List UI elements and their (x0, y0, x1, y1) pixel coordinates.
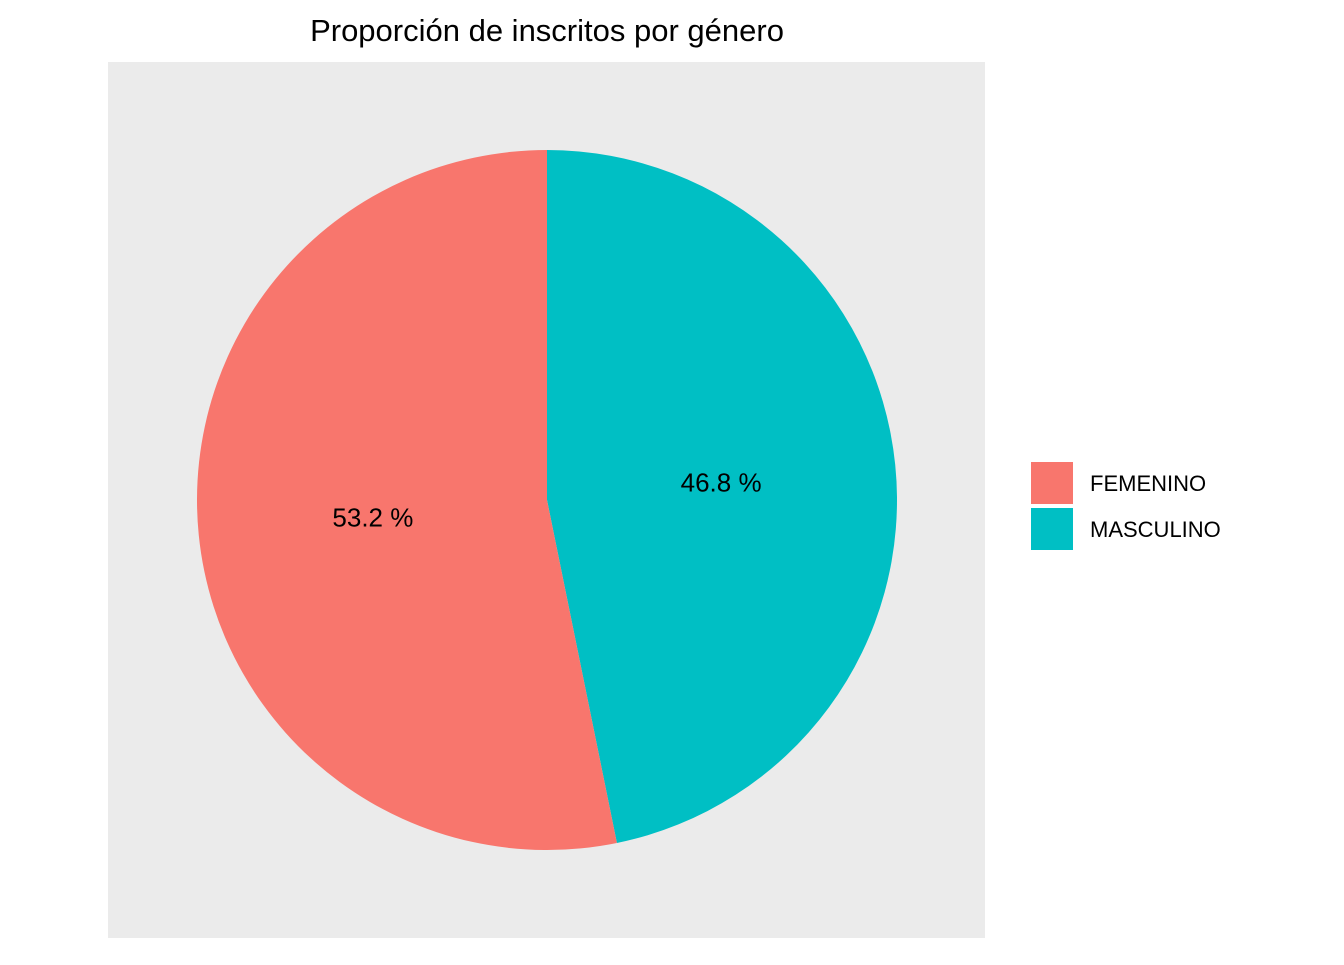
legend-item-masculino: MASCULINO (1031, 508, 1221, 550)
slice-label-masculino: 46.8 % (681, 467, 762, 497)
chart-title: Proporción de inscritos por género (310, 13, 784, 48)
legend-key-femenino (1031, 462, 1073, 504)
pie-slice-femenino (196, 150, 617, 851)
legend-label-femenino: FEMENINO (1090, 471, 1206, 496)
legend-key-masculino (1031, 508, 1073, 550)
legend: FEMENINO MASCULINO (1031, 462, 1221, 550)
pie-slice-labels: 46.8 % 53.2 % (332, 467, 761, 532)
legend-label-masculino: MASCULINO (1090, 517, 1221, 542)
slice-label-femenino: 53.2 % (332, 503, 413, 533)
pie-slices (196, 150, 897, 851)
legend-item-femenino: FEMENINO (1031, 462, 1206, 504)
pie-slice-masculino (547, 150, 897, 843)
